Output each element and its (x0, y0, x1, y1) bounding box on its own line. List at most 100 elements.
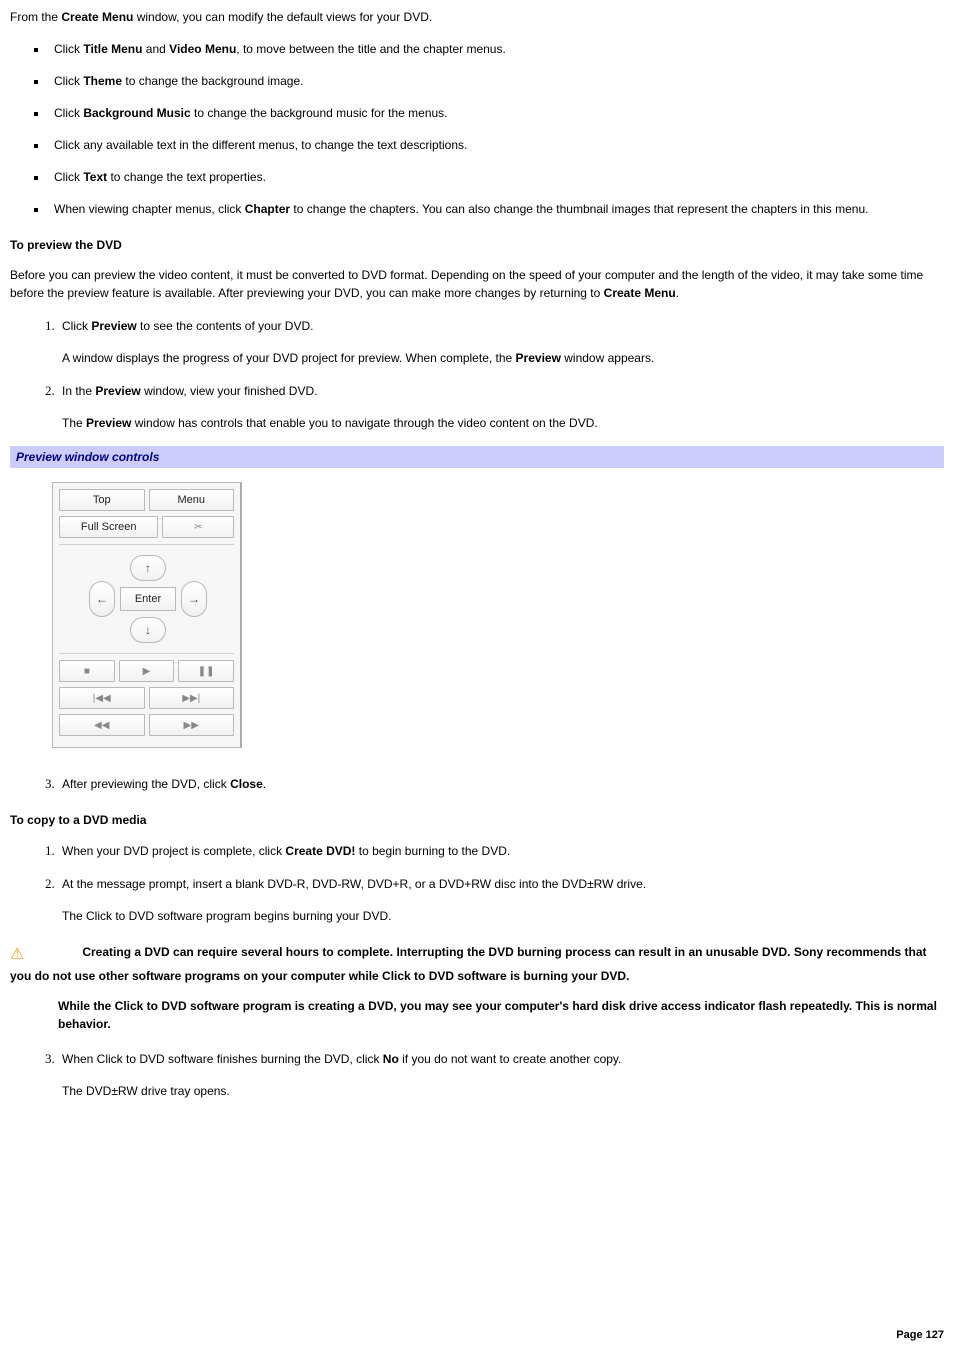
preview-control-panel: Top Menu Full Screen ✂ ↑ ↓ ← → Enter ■ ▶… (52, 482, 242, 748)
page-number: Page 127 (896, 1327, 944, 1344)
text: When your DVD project is complete, click (62, 844, 285, 858)
text: and (142, 42, 169, 56)
text: if you do not want to create another cop… (399, 1052, 622, 1066)
list-item: Click Title Menu and Video Menu, to move… (48, 40, 944, 58)
nav-right-button[interactable]: → (181, 581, 207, 617)
list-item: Click Background Music to change the bac… (48, 104, 944, 122)
text: window appears. (561, 351, 654, 365)
text: The (62, 416, 86, 430)
text-bold: Close (230, 777, 263, 791)
step-sub: The Click to DVD software program begins… (62, 907, 944, 925)
capture-button[interactable]: ✂ (162, 516, 234, 538)
text: to change the chapters. You can also cha… (290, 202, 868, 216)
text-bold: Preview (95, 384, 140, 398)
arrow-down-icon: ↓ (145, 621, 151, 639)
pause-icon: ❚❚ (198, 664, 215, 679)
divider (59, 544, 234, 545)
modify-views-list: Click Title Menu and Video Menu, to move… (10, 40, 944, 218)
text-bold: Video Menu (169, 42, 236, 56)
text: to see the contents of your DVD. (137, 319, 314, 333)
intro-paragraph: From the Create Menu window, you can mod… (10, 8, 944, 26)
nav-left-button[interactable]: ← (89, 581, 115, 617)
play-button[interactable]: ▶ (119, 660, 175, 682)
text: window, you can modify the default views… (133, 10, 432, 24)
text-bold: Preview (86, 416, 131, 430)
arrow-left-icon: ← (96, 590, 108, 608)
text: Click (62, 319, 91, 333)
copy-step-3: When Click to DVD software finishes burn… (58, 1049, 944, 1100)
text-bold: Background Music (83, 106, 190, 120)
nav-up-button[interactable]: ↑ (130, 555, 166, 581)
next-button[interactable]: ▶▶| (149, 687, 235, 709)
preview-step-3: After previewing the DVD, click Close. (58, 774, 944, 793)
preview-step-1: Click Preview to see the contents of you… (58, 316, 944, 367)
step-sub: A window displays the progress of your D… (62, 349, 944, 367)
top-button[interactable]: Top (59, 489, 145, 511)
menu-button[interactable]: Menu (149, 489, 235, 511)
text: , to move between the title and the chap… (236, 42, 506, 56)
text: Click (54, 42, 83, 56)
text: Click (54, 170, 83, 184)
text: At the message prompt, insert a blank DV… (62, 877, 646, 891)
nav-down-button[interactable]: ↓ (130, 617, 166, 643)
text: to change the background image. (122, 74, 303, 88)
fullscreen-button[interactable]: Full Screen (59, 516, 158, 538)
text: When Click to DVD software finishes burn… (62, 1052, 383, 1066)
pause-button[interactable]: ❚❚ (178, 660, 234, 682)
step-sub: The Preview window has controls that ena… (62, 414, 944, 432)
text: . (263, 777, 266, 791)
text: In the (62, 384, 95, 398)
text: After previewing the DVD, click (62, 777, 230, 791)
text: When viewing chapter menus, click (54, 202, 245, 216)
text: Click (54, 74, 83, 88)
preview-panel-wrap: Top Menu Full Screen ✂ ↑ ↓ ← → Enter ■ ▶… (10, 468, 944, 764)
warning-note: While the Click to DVD software program … (10, 997, 944, 1033)
enter-button[interactable]: Enter (120, 587, 176, 611)
text-bold: Create DVD! (285, 844, 355, 858)
preview-steps-cont: After previewing the DVD, click Close. (10, 774, 944, 793)
list-item: When viewing chapter menus, click Chapte… (48, 200, 944, 218)
preview-controls-header: Preview window controls (10, 446, 944, 468)
text: From the (10, 10, 61, 24)
text-bold: Preview (91, 319, 136, 333)
prev-button[interactable]: |◀◀ (59, 687, 145, 709)
stop-icon: ■ (84, 664, 90, 679)
copy-heading: To copy to a DVD media (10, 811, 944, 829)
fastforward-button[interactable]: ▶▶ (149, 714, 235, 736)
list-item: Click Text to change the text properties… (48, 168, 944, 186)
text-bold: Chapter (245, 202, 290, 216)
text-bold: Theme (83, 74, 122, 88)
warning-block: ⚠Creating a DVD can require several hour… (10, 943, 944, 985)
preview-intro: Before you can preview the video content… (10, 266, 944, 302)
text: to begin burning to the DVD. (355, 844, 510, 858)
list-item: Click any available text in the differen… (48, 136, 944, 154)
text-bold: Preview (516, 351, 561, 365)
text: window, view your finished DVD. (141, 384, 318, 398)
warning-icon: ⚠ (10, 943, 24, 967)
copy-steps: When your DVD project is complete, click… (10, 841, 944, 925)
next-icon: ▶▶| (182, 691, 200, 706)
preview-heading: To preview the DVD (10, 236, 944, 254)
text: to change the background music for the m… (191, 106, 448, 120)
rewind-button[interactable]: ◀◀ (59, 714, 145, 736)
text: window has controls that enable you to n… (131, 416, 597, 430)
preview-steps: Click Preview to see the contents of you… (10, 316, 944, 432)
text: Before you can preview the video content… (10, 268, 923, 300)
copy-step-1: When your DVD project is complete, click… (58, 841, 944, 860)
warning-text-2: While the Click to DVD software program … (58, 999, 937, 1031)
text: Click (54, 106, 83, 120)
text-bold: Text (83, 170, 107, 184)
text: A window displays the progress of your D… (62, 351, 516, 365)
arrow-up-icon: ↑ (145, 559, 151, 577)
copy-step-2: At the message prompt, insert a blank DV… (58, 874, 944, 925)
text-bold: Create Menu (61, 10, 133, 24)
list-item: Click Theme to change the background ima… (48, 72, 944, 90)
text: to change the text properties. (107, 170, 266, 184)
stop-button[interactable]: ■ (59, 660, 115, 682)
arrow-right-icon: → (188, 590, 200, 608)
play-icon: ▶ (143, 664, 151, 679)
text: . (676, 286, 679, 300)
text-bold: No (383, 1052, 399, 1066)
rewind-icon: ◀◀ (94, 718, 109, 733)
step-sub: The DVD±RW drive tray opens. (62, 1082, 944, 1100)
